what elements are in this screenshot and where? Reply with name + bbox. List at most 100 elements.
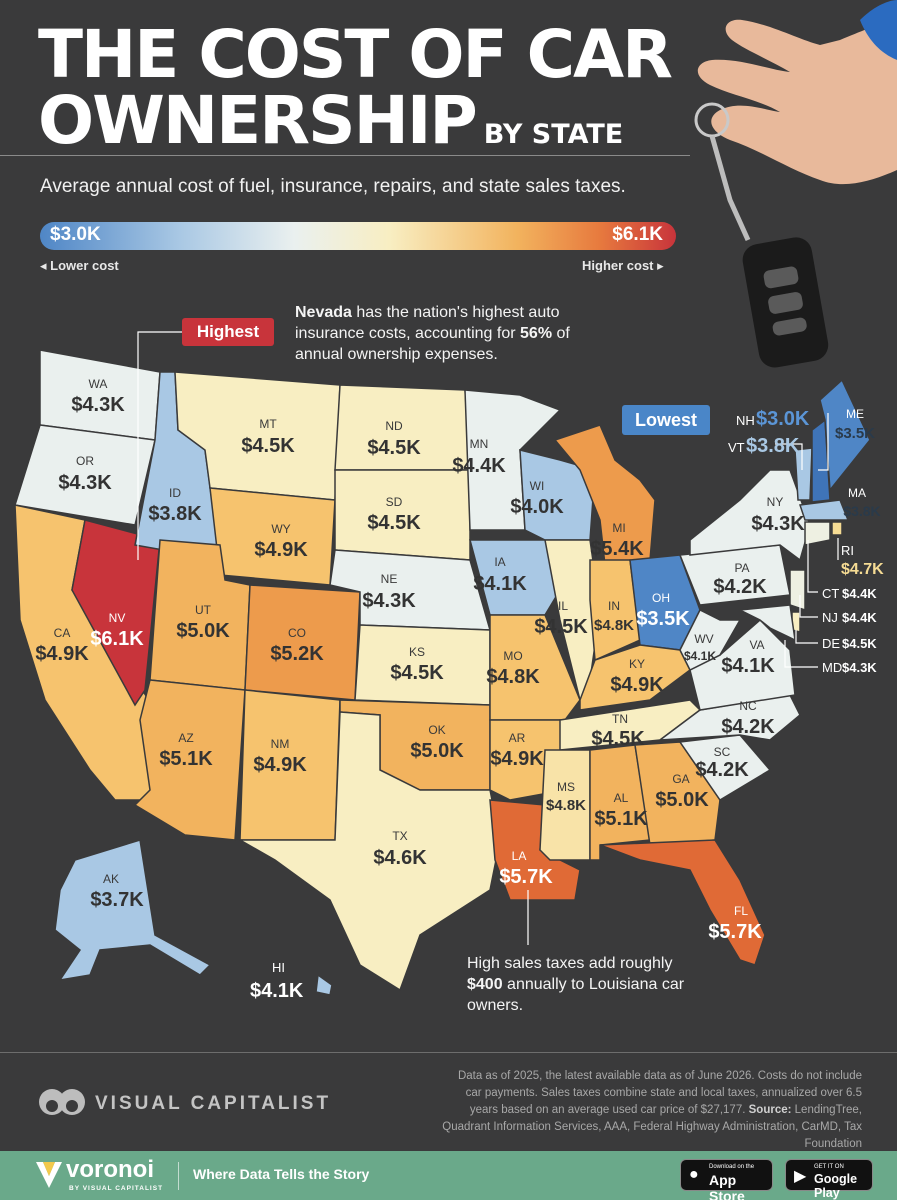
google-play-button[interactable]: ▶ GET IT ON Google Play bbox=[785, 1159, 873, 1200]
notes-divider bbox=[0, 1052, 897, 1053]
state-shape-ia bbox=[469, 539, 561, 616]
state-shape-ri bbox=[831, 521, 843, 536]
state-shape-hi bbox=[315, 973, 333, 996]
ct-leader-line bbox=[807, 540, 818, 593]
title-suffix: BY STATE bbox=[483, 119, 624, 150]
label-abbr-tn: TN bbox=[612, 712, 628, 726]
label-value-al: $5.1K bbox=[594, 808, 648, 830]
state-labels: WA $4.3K OR $4.3K CA $4.9K NV $6.1K ID $… bbox=[35, 377, 884, 1002]
label-abbr-la: LA bbox=[512, 849, 527, 863]
label-abbr-ny: NY bbox=[767, 495, 784, 509]
label-abbr-ri: RI bbox=[841, 543, 854, 558]
label-abbr-al: AL bbox=[614, 791, 629, 805]
state-shape-ct bbox=[804, 521, 831, 546]
label-value-vt: $3.8K bbox=[746, 435, 800, 457]
label-value-mt: $4.5K bbox=[241, 435, 295, 457]
label-value-ia: $4.1K bbox=[473, 573, 527, 595]
label-abbr-mn: MN bbox=[470, 437, 489, 451]
label-value-id: $3.8K bbox=[148, 503, 202, 525]
label-abbr-nj: NJ bbox=[822, 610, 838, 625]
footer-divider bbox=[178, 1162, 179, 1190]
label-value-nm: $4.9K bbox=[253, 754, 307, 776]
label-abbr-wa: WA bbox=[89, 377, 108, 391]
label-abbr-ma: MA bbox=[848, 486, 866, 500]
state-shape-ms bbox=[539, 749, 591, 861]
label-abbr-ak: AK bbox=[103, 872, 119, 886]
label-abbr-ms: MS bbox=[557, 780, 575, 794]
nj-leader-line bbox=[799, 595, 818, 618]
nevada-callout: Nevada has the nation's highest auto ins… bbox=[295, 302, 595, 365]
md-leader-line bbox=[784, 640, 818, 668]
label-abbr-hi: HI bbox=[272, 960, 285, 975]
label-value-ak: $3.7K bbox=[90, 889, 144, 911]
nv-leader-line bbox=[137, 331, 182, 560]
label-value-de: $4.5K bbox=[842, 636, 877, 651]
state-shape-ga bbox=[634, 741, 721, 846]
nevada-callout-pct: 56% bbox=[520, 325, 553, 342]
label-value-la: $5.7K bbox=[499, 866, 553, 888]
label-value-ri: $4.7K bbox=[841, 561, 884, 578]
label-abbr-fl: FL bbox=[734, 904, 748, 918]
label-abbr-co: CO bbox=[288, 626, 306, 640]
label-value-ar: $4.9K bbox=[490, 748, 544, 770]
label-abbr-nd: ND bbox=[385, 419, 403, 433]
state-shape-sc bbox=[678, 734, 772, 802]
label-value-sd: $4.5K bbox=[367, 512, 421, 534]
label-abbr-or: OR bbox=[76, 454, 94, 468]
label-abbr-mi: MI bbox=[612, 521, 625, 535]
label-value-va: $4.1K bbox=[721, 655, 775, 677]
google-play-big: Google Play bbox=[814, 1172, 858, 1200]
legend-max-label: $6.1K bbox=[612, 224, 663, 245]
color-scale-bar bbox=[40, 222, 676, 250]
label-abbr-ky: KY bbox=[629, 657, 645, 671]
label-abbr-de: DE bbox=[822, 636, 840, 651]
car-key-hand-icon bbox=[694, 0, 897, 368]
label-value-tn: $4.5K bbox=[591, 728, 645, 750]
label-value-mn: $4.4K bbox=[452, 455, 506, 477]
state-shape-vt bbox=[794, 447, 813, 501]
voronoi-name: voronoi bbox=[66, 1156, 154, 1183]
footnote-text: Data as of 2025, the latest available da… bbox=[457, 1070, 862, 1116]
app-store-small: Download on the bbox=[709, 1164, 755, 1170]
state-shape-wv bbox=[679, 608, 742, 672]
legend-lower-label: ◂ Lower cost bbox=[40, 258, 119, 273]
label-value-fl: $5.7K bbox=[708, 921, 762, 943]
label-abbr-ca: CA bbox=[54, 626, 71, 640]
label-abbr-nv: NV bbox=[109, 611, 126, 625]
visual-capitalist-name: VISUAL CAPITALIST bbox=[95, 1093, 332, 1114]
label-abbr-wi: WI bbox=[530, 479, 545, 493]
label-value-sc: $4.2K bbox=[695, 759, 749, 781]
label-abbr-oh: OH bbox=[652, 591, 670, 605]
label-value-wi: $4.0K bbox=[510, 496, 564, 518]
nevada-callout-tail: of annual ownership expenses. bbox=[295, 325, 570, 363]
label-value-wa: $4.3K bbox=[71, 394, 125, 416]
label-abbr-ar: AR bbox=[509, 731, 526, 745]
state-shape-ma bbox=[798, 499, 850, 521]
nh-leader-line bbox=[818, 413, 829, 471]
label-abbr-wy: WY bbox=[271, 522, 290, 536]
vt-leader-line bbox=[775, 443, 803, 470]
label-value-ms: $4.8K bbox=[546, 797, 586, 814]
label-value-ct: $4.4K bbox=[842, 586, 877, 601]
label-abbr-ks: KS bbox=[409, 645, 425, 659]
state-shape-fl bbox=[599, 839, 766, 966]
label-value-or: $4.3K bbox=[58, 472, 112, 494]
label-value-nh: $3.0K bbox=[756, 408, 810, 430]
title-line-2: OWNERSHIP bbox=[38, 82, 478, 159]
label-value-ne: $4.3K bbox=[362, 590, 416, 612]
label-abbr-az: AZ bbox=[178, 731, 193, 745]
highest-tag: Highest bbox=[182, 318, 274, 346]
label-abbr-id: ID bbox=[169, 486, 181, 500]
state-shape-wy bbox=[209, 487, 336, 586]
label-abbr-mt: MT bbox=[259, 417, 277, 431]
voronoi-sub: BY VISUAL CAPITALIST bbox=[69, 1185, 164, 1192]
label-value-mi: $5.4K bbox=[590, 538, 644, 560]
app-store-button[interactable]: ● Download on the App Store bbox=[680, 1159, 773, 1200]
louisiana-callout: High sales taxes add roughly $400 annual… bbox=[467, 953, 697, 1016]
label-value-nv: $6.1K bbox=[90, 628, 144, 650]
state-shape-az bbox=[133, 679, 246, 841]
label-abbr-sc: SC bbox=[714, 745, 731, 759]
label-abbr-pa: PA bbox=[734, 561, 749, 575]
label-value-in: $4.8K bbox=[594, 617, 634, 634]
label-abbr-vt: VT bbox=[728, 440, 745, 455]
